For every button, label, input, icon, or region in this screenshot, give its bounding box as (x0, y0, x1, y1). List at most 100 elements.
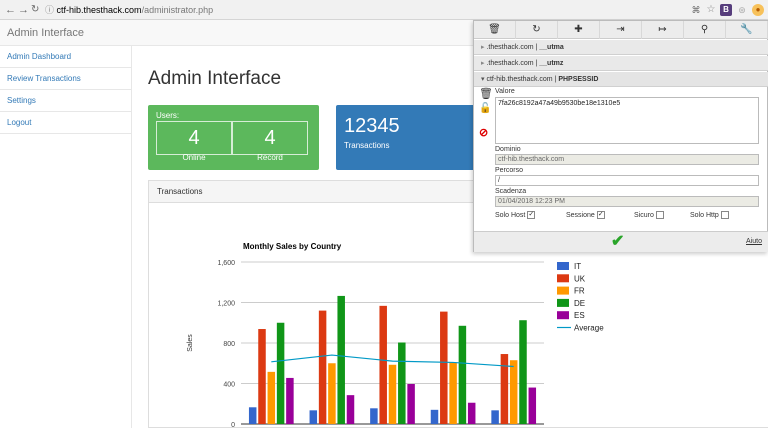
legend-label: UK (574, 274, 586, 283)
users-record-value: 4 (232, 121, 308, 155)
sidebar-item-admin-dashboard[interactable]: Admin Dashboard (0, 46, 131, 68)
cookie-edit-form: 🗑 🔓 ⊘ Valore 7fa26c8192a47a49b9530be18e1… (474, 87, 768, 227)
host-only-checkbox[interactable]: ✓ (527, 211, 536, 220)
legend-label: Average (574, 324, 604, 333)
legend-swatch-fr (557, 286, 569, 295)
bar-de (276, 322, 285, 424)
refresh-icon[interactable]: ↻ (516, 21, 558, 39)
legend-label: FR (574, 287, 585, 296)
bar-fr (509, 360, 518, 424)
trash-icon[interactable]: 🗑 (479, 88, 493, 100)
sales-chart: Monthly Sales by Country 0 400 800 1,200 1,60… (187, 242, 604, 429)
sidebar-item-review-transactions[interactable]: Review Transactions (0, 68, 131, 90)
help-link[interactable]: Aiuto (746, 238, 762, 245)
path-field[interactable]: / (495, 175, 759, 186)
bar-es (407, 384, 415, 424)
chart-title: Monthly Sales by Country (243, 242, 342, 251)
bar-it (430, 409, 439, 424)
bar-it (370, 408, 378, 424)
value-label: Valore (495, 88, 515, 95)
translate-icon[interactable]: ⌘ (691, 5, 701, 15)
transactions-label: Transactions (344, 141, 390, 150)
unlock-icon[interactable]: 🔓 (479, 103, 492, 114)
cookie-editor-footer: ✔ Aiuto (474, 231, 768, 252)
path-label: Percorso (495, 167, 524, 174)
host-only-option[interactable]: Solo Host ✓ (495, 211, 536, 220)
session-checkbox[interactable]: ✓ (596, 211, 605, 220)
url-host: ctf-hib.thesthack.com (56, 5, 142, 15)
cookie-extension-icon[interactable]: ● (752, 4, 764, 16)
sidebar-item-logout[interactable]: Logout (0, 112, 131, 134)
export-icon[interactable]: ↦ (642, 21, 684, 39)
save-checkmark-icon[interactable]: ✔ (611, 233, 625, 250)
y-axis-label: Sales (187, 334, 194, 352)
bar-fr (449, 362, 457, 424)
cookie-row[interactable]: ▸ .thesthack.com | __utmz (474, 56, 768, 71)
back-icon[interactable]: ← (5, 4, 16, 16)
expiry-label: Scadenza (495, 188, 527, 195)
transactions-panel: 12345 Transactions (336, 105, 476, 170)
import-icon[interactable]: ⇥ (600, 21, 642, 39)
browser-toolbar: ← → ↻ ⓘ ctf-hib.thesthack.com/administra… (0, 0, 768, 20)
session-option[interactable]: Sessione ✓ (566, 211, 605, 220)
users-online-label: Online (182, 153, 206, 162)
cookie-domain: .thesthack.com (486, 60, 534, 67)
legend-swatch-uk (557, 274, 569, 283)
bootstrap-extension-icon[interactable]: B (720, 4, 732, 16)
bar-fr (328, 363, 336, 424)
bar-it (491, 410, 499, 424)
cookie-row[interactable]: ▸ .thesthack.com | __utma (474, 40, 768, 55)
cookie-name: __utmz (539, 60, 564, 67)
secure-option[interactable]: Sicuro (634, 211, 664, 220)
delete-all-icon[interactable]: 🗑 (474, 21, 516, 39)
legend-label: ES (574, 311, 585, 320)
users-label: Users: (156, 111, 180, 120)
add-icon[interactable]: ✚ (558, 21, 600, 39)
legend-label: IT (574, 262, 581, 271)
users-record-label: Record (257, 153, 283, 162)
extension-icon[interactable]: ⊛ (738, 5, 746, 15)
block-icon[interactable]: ⊘ (479, 127, 489, 139)
sidebar-item-settings[interactable]: Settings (0, 90, 131, 112)
bar-fr (388, 364, 397, 424)
app-title[interactable]: Admin Interface (7, 27, 85, 39)
sidebar: Admin Dashboard Review Transactions Sett… (0, 46, 132, 428)
cookie-domain: ctf-hib.thesthack.com (486, 76, 553, 83)
address-bar[interactable]: ⓘ ctf-hib.thesthack.com/administrator.ph… (45, 3, 430, 17)
bar-uk (500, 354, 509, 424)
legend-swatch-de (557, 298, 569, 307)
reload-icon[interactable]: ↻ (31, 4, 40, 15)
domain-field[interactable]: ctf-hib.thesthack.com (495, 154, 759, 165)
cookie-editor-popup: 🗑 ↻ ✚ ⇥ ↦ ⚲ 🔧 ▸ .thesthack.com | __utma ▸ .the… (473, 20, 768, 252)
y-tick-label: 1,600 (217, 260, 235, 267)
expiry-field[interactable]: 01/04/2018 12:23 PM (495, 196, 759, 207)
y-tick-label: 400 (223, 382, 235, 389)
bar-uk (440, 311, 448, 424)
bar-de (458, 325, 467, 424)
bar-de (337, 295, 345, 424)
y-tick-label: 0 (231, 422, 235, 429)
legend-swatch-it (557, 262, 569, 270)
http-only-checkbox[interactable] (720, 211, 729, 220)
cookie-name: __utma (539, 44, 564, 51)
cookie-row-selected[interactable]: ▾ ctf-hib.thesthack.com | PHPSESSID (474, 72, 768, 87)
search-icon[interactable]: ⚲ (684, 21, 726, 39)
http-only-option[interactable]: Solo Http (690, 211, 729, 220)
forward-icon[interactable]: → (18, 4, 29, 16)
secure-checkbox[interactable] (655, 211, 664, 220)
info-icon[interactable]: ⓘ (45, 5, 57, 15)
bookmark-star-icon[interactable]: ☆ (706, 4, 716, 15)
bar-es (346, 395, 355, 424)
legend-label: DE (574, 299, 585, 308)
secure-label: Sicuro (634, 212, 654, 219)
bar-it (309, 410, 318, 424)
options-icon[interactable]: 🔧 (726, 21, 768, 39)
bar-de (398, 342, 406, 424)
bar-uk (379, 305, 387, 424)
session-label: Sessione (566, 212, 595, 219)
cookie-name: PHPSESSID (558, 76, 599, 83)
bar-uk (258, 329, 266, 424)
cookie-value-field[interactable]: 7fa26c8192a47a49b9530be18e1310e5 (495, 97, 759, 144)
users-online-value: 4 (156, 121, 232, 155)
cookie-editor-toolbar: 🗑 ↻ ✚ ⇥ ↦ ⚲ 🔧 (474, 21, 768, 39)
